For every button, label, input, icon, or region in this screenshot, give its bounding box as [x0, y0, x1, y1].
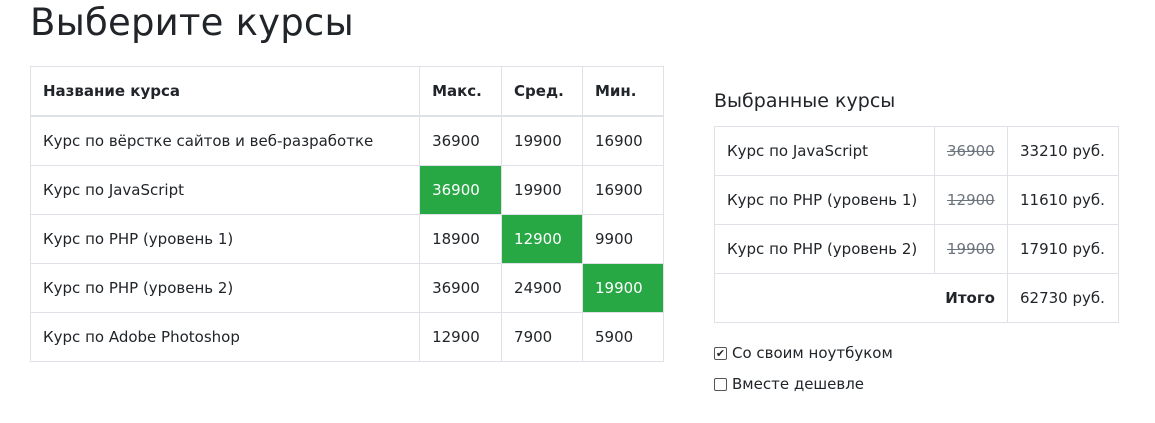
price-mid-cell[interactable]: 19900: [501, 165, 583, 215]
selected-course-row: Курс по PHP (уровень 2) 19900 17910 руб.: [714, 224, 1119, 274]
courses-header-row: Название курса Макс. Сред. Мин.: [29, 66, 664, 117]
options-group: ✔ Со своим ноутбуком Вместе дешевле: [714, 343, 893, 405]
old-price: 12900: [947, 191, 995, 209]
price-min-cell[interactable]: 16900: [582, 115, 664, 166]
course-row: Курс по PHP (уровень 2) 36900 24900 1990…: [29, 263, 664, 313]
price-min-cell[interactable]: 9900: [582, 214, 664, 264]
course-row: Курс по Adobe Photoshop 12900 7900 5900: [29, 312, 664, 362]
header-mid: Сред.: [501, 66, 583, 117]
price-mid-cell[interactable]: 7900: [501, 312, 583, 362]
total-value: 62730 руб.: [1007, 273, 1119, 323]
option-own-laptop[interactable]: ✔ Со своим ноутбуком: [714, 343, 893, 363]
old-price: 19900: [947, 240, 995, 258]
selected-course-name: Курс по PHP (уровень 2): [714, 224, 935, 274]
price-max-cell[interactable]: 18900: [419, 214, 503, 264]
price-mid-cell[interactable]: 19900: [501, 115, 583, 166]
course-name: Курс по PHP (уровень 2): [29, 263, 421, 313]
course-row: Курс по PHP (уровень 1) 18900 12900 9900: [29, 214, 664, 264]
new-price: 33210 руб.: [1007, 126, 1119, 176]
price-mid-cell[interactable]: 24900: [501, 263, 583, 313]
price-min-cell[interactable]: 16900: [582, 165, 664, 215]
old-price: 36900: [947, 142, 995, 160]
checkbox-own-laptop[interactable]: ✔: [714, 346, 727, 360]
course-name: Курс по JavaScript: [29, 165, 421, 215]
selected-course-name: Курс по JavaScript: [714, 126, 935, 176]
price-mid-cell[interactable]: 12900: [501, 214, 583, 264]
selected-course-row: Курс по PHP (уровень 1) 12900 11610 руб.: [714, 175, 1119, 225]
option-label: Вместе дешевле: [732, 375, 865, 393]
option-together-cheaper[interactable]: Вместе дешевле: [714, 374, 893, 394]
selected-course-name: Курс по PHP (уровень 1): [714, 175, 935, 225]
selected-courses-title: Выбранные курсы: [714, 90, 896, 112]
price-max-cell[interactable]: 12900: [419, 312, 503, 362]
header-max: Макс.: [419, 66, 503, 117]
price-min-cell[interactable]: 19900: [582, 263, 664, 313]
price-max-cell[interactable]: 36900: [419, 165, 503, 215]
header-min: Мин.: [582, 66, 664, 117]
page-title: Выберите курсы: [30, 1, 354, 44]
course-row: Курс по вёрстке сайтов и веб-разработке …: [29, 115, 664, 166]
course-name: Курс по Adobe Photoshop: [29, 312, 421, 362]
option-label: Со своим ноутбуком: [732, 344, 893, 362]
header-course-name: Название курса: [29, 66, 421, 117]
new-price: 11610 руб.: [1007, 175, 1119, 225]
courses-table: Название курса Макс. Сред. Мин. Курс по …: [29, 66, 664, 362]
price-min-cell[interactable]: 5900: [582, 312, 664, 362]
checkbox-together-cheaper[interactable]: [714, 377, 727, 391]
selected-courses-table: Курс по JavaScript 36900 33210 руб. Курс…: [714, 126, 1119, 323]
old-price-cell: 36900: [934, 126, 1008, 176]
old-price-cell: 19900: [934, 224, 1008, 274]
course-name: Курс по PHP (уровень 1): [29, 214, 421, 264]
course-row: Курс по JavaScript 36900 19900 16900: [29, 165, 664, 215]
selected-course-row: Курс по JavaScript 36900 33210 руб.: [714, 126, 1119, 176]
total-label: Итого: [714, 273, 1008, 323]
course-name: Курс по вёрстке сайтов и веб-разработке: [29, 115, 421, 166]
price-max-cell[interactable]: 36900: [419, 115, 503, 166]
price-max-cell[interactable]: 36900: [419, 263, 503, 313]
old-price-cell: 12900: [934, 175, 1008, 225]
total-row: Итого 62730 руб.: [714, 273, 1119, 323]
new-price: 17910 руб.: [1007, 224, 1119, 274]
